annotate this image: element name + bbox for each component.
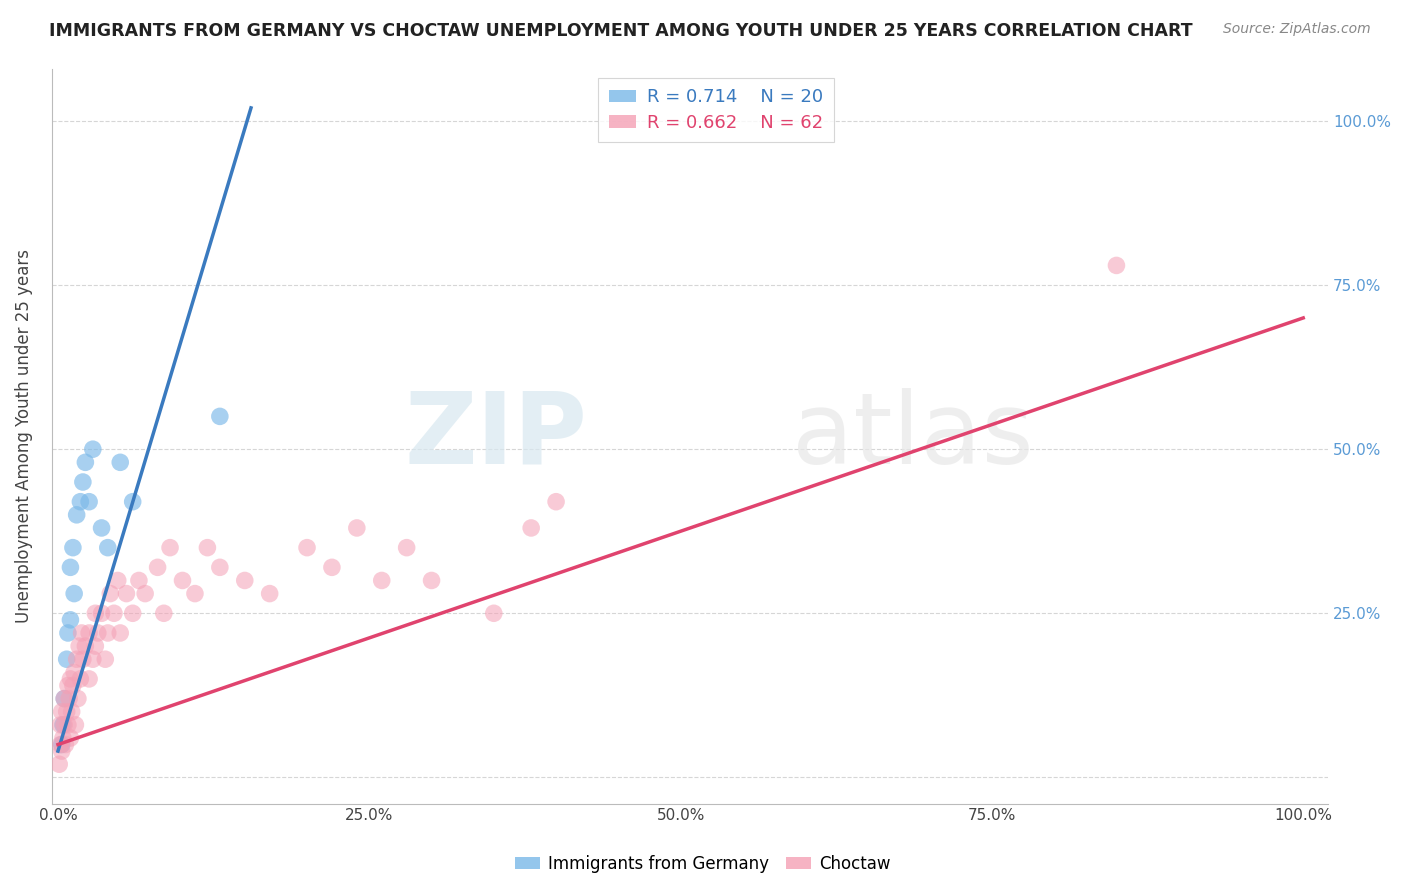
Point — [184, 586, 207, 600]
Point — [59, 672, 82, 686]
Point — [53, 691, 76, 706]
Point — [65, 718, 87, 732]
Point — [72, 652, 94, 666]
Point — [90, 607, 112, 621]
Point — [56, 678, 79, 692]
Point — [58, 691, 80, 706]
Point — [1105, 259, 1128, 273]
Point — [67, 639, 90, 653]
Point — [321, 560, 343, 574]
Point — [72, 475, 94, 489]
Point — [66, 508, 89, 522]
Point — [482, 607, 505, 621]
Point — [84, 639, 107, 653]
Point — [51, 744, 73, 758]
Point — [94, 652, 117, 666]
Point — [97, 541, 120, 555]
Point — [77, 494, 100, 508]
Point — [52, 718, 75, 732]
Point — [115, 586, 138, 600]
Point — [62, 541, 84, 555]
Point — [56, 626, 79, 640]
Point — [70, 626, 93, 640]
Point — [63, 586, 86, 600]
Point — [233, 574, 256, 588]
Point — [60, 705, 83, 719]
Y-axis label: Unemployment Among Youth under 25 years: Unemployment Among Youth under 25 years — [15, 249, 32, 624]
Point — [55, 738, 77, 752]
Point — [51, 705, 73, 719]
Point — [63, 665, 86, 680]
Point — [146, 560, 169, 574]
Point — [121, 607, 143, 621]
Legend: R = 0.714    N = 20, R = 0.662    N = 62: R = 0.714 N = 20, R = 0.662 N = 62 — [599, 78, 834, 143]
Point — [208, 560, 231, 574]
Point — [259, 586, 281, 600]
Point — [546, 494, 568, 508]
Text: ZIP: ZIP — [405, 387, 588, 484]
Point — [295, 541, 318, 555]
Text: atlas: atlas — [792, 387, 1033, 484]
Point — [110, 626, 132, 640]
Point — [55, 652, 77, 666]
Point — [128, 574, 150, 588]
Point — [98, 586, 121, 600]
Point — [103, 607, 125, 621]
Point — [134, 586, 156, 600]
Point — [159, 541, 181, 555]
Point — [53, 718, 76, 732]
Point — [395, 541, 418, 555]
Point — [56, 718, 79, 732]
Point — [346, 521, 368, 535]
Point — [66, 691, 89, 706]
Point — [197, 541, 219, 555]
Point — [84, 607, 107, 621]
Point — [371, 574, 394, 588]
Point — [520, 521, 543, 535]
Point — [87, 626, 110, 640]
Point — [59, 560, 82, 574]
Legend: Immigrants from Germany, Choctaw: Immigrants from Germany, Choctaw — [509, 848, 897, 880]
Text: Source: ZipAtlas.com: Source: ZipAtlas.com — [1223, 22, 1371, 37]
Point — [90, 521, 112, 535]
Point — [97, 626, 120, 640]
Point — [66, 652, 89, 666]
Point — [208, 409, 231, 424]
Point — [121, 494, 143, 508]
Point — [55, 705, 77, 719]
Point — [75, 455, 97, 469]
Point — [172, 574, 194, 588]
Point — [51, 738, 73, 752]
Point — [110, 455, 132, 469]
Point — [77, 672, 100, 686]
Point — [59, 613, 82, 627]
Text: IMMIGRANTS FROM GERMANY VS CHOCTAW UNEMPLOYMENT AMONG YOUTH UNDER 25 YEARS CORRE: IMMIGRANTS FROM GERMANY VS CHOCTAW UNEMP… — [49, 22, 1192, 40]
Point — [69, 672, 91, 686]
Point — [77, 626, 100, 640]
Point — [48, 757, 70, 772]
Point — [420, 574, 443, 588]
Point — [153, 607, 176, 621]
Point — [75, 639, 97, 653]
Point — [82, 652, 104, 666]
Point — [52, 731, 75, 745]
Point — [82, 442, 104, 457]
Point — [107, 574, 129, 588]
Point — [49, 738, 72, 752]
Point — [62, 678, 84, 692]
Point — [53, 691, 76, 706]
Point — [59, 731, 82, 745]
Point — [69, 494, 91, 508]
Point — [49, 718, 72, 732]
